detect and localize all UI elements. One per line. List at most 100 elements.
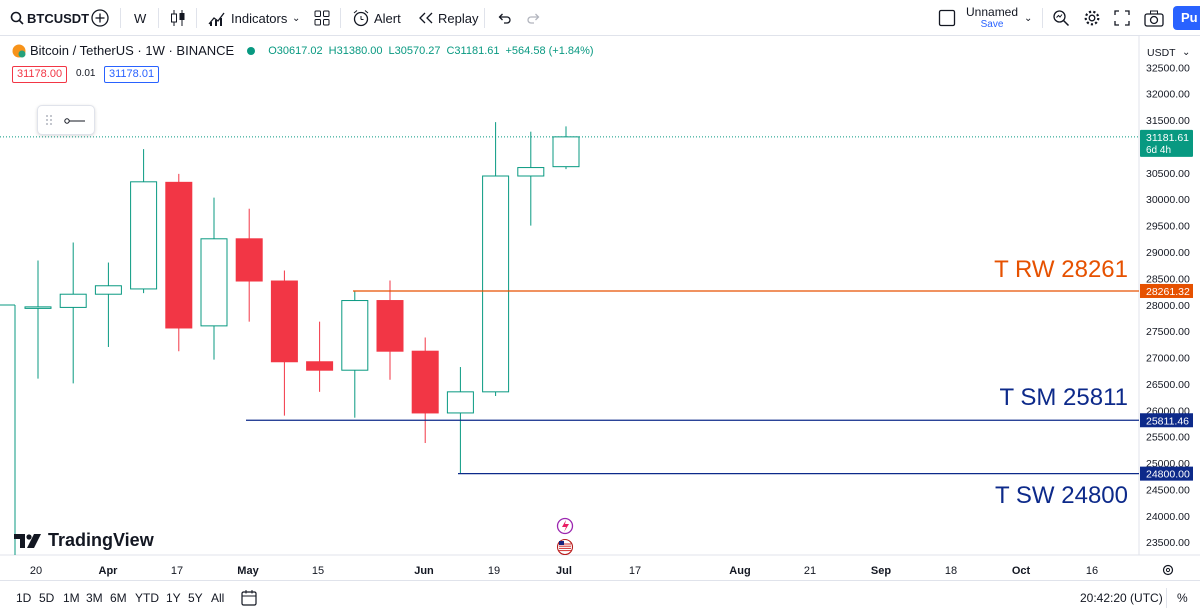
clock-display[interactable]: 20:42:20 (UTC) [1080, 591, 1163, 605]
time-tick-label: Sep [871, 565, 891, 577]
earnings-event-icon[interactable] [556, 517, 574, 535]
drag-handle-icon[interactable] [44, 113, 54, 127]
time-tick-label: Oct [1012, 565, 1031, 577]
symbol-search[interactable]: BTCUSDT [10, 0, 89, 36]
grid-layout-icon [314, 10, 330, 26]
time-tick-label: Apr [99, 565, 119, 577]
replay-button[interactable]: Replay [418, 0, 478, 36]
range-button-ytd[interactable]: YTD [135, 591, 159, 605]
redo-icon [527, 13, 540, 24]
interval-label: W [134, 10, 147, 26]
range-button-5d[interactable]: 5D [39, 591, 55, 605]
candle-body [517, 167, 545, 177]
gear-icon [1084, 10, 1100, 26]
time-tick-label: 15 [312, 565, 324, 577]
quick-search-button[interactable] [1052, 0, 1070, 36]
interval-button[interactable]: W [134, 0, 146, 36]
candle [200, 197, 228, 360]
range-button-6m[interactable]: 6M [110, 591, 127, 605]
price-tick-label: 31500.00 [1146, 115, 1190, 127]
price-tick-label: 28000.00 [1146, 300, 1190, 312]
divider [1166, 588, 1167, 608]
flag-canton [559, 541, 564, 545]
time-tick-label: Aug [729, 565, 750, 577]
range-button-3m[interactable]: 3M [86, 591, 103, 605]
gear-icon-center [1165, 567, 1171, 573]
candle [411, 337, 439, 444]
bitcoin-logo-icon [12, 44, 26, 57]
range-button-1d[interactable]: 1D [16, 591, 32, 605]
chevron-down-icon: ⌄ [1024, 12, 1033, 24]
snapshot-button[interactable] [1144, 0, 1164, 36]
candle [24, 260, 52, 379]
sell-button[interactable]: 31178.00 [12, 66, 68, 83]
candle [517, 131, 545, 226]
bottom-toolbar: 1D 5D 1M 3M 6M YTD 1Y 5Y All 20:42:20 (UTC) % [0, 580, 1200, 615]
undo-button[interactable] [496, 0, 512, 36]
level-price-label: 24800.00 [1140, 466, 1193, 481]
candle [341, 290, 369, 418]
candles-icon [171, 10, 185, 26]
buy-button[interactable]: 31178.01 [104, 66, 160, 83]
layouts-button[interactable] [314, 0, 330, 36]
us-economic-event-icon[interactable] [556, 538, 574, 556]
redo-button[interactable] [526, 0, 542, 36]
candle-body [200, 238, 228, 327]
alert-label: Alert [374, 10, 401, 26]
candle [94, 262, 122, 347]
replay-label: Replay [438, 10, 479, 26]
candle-body [270, 280, 298, 363]
divider [1042, 8, 1043, 28]
candle-body [165, 181, 193, 329]
indicators-label: Indicators [231, 10, 288, 26]
top-toolbar: BTCUSDT W Indicators ⌄ Alert Replay Unna… [0, 0, 1200, 36]
price-tick-label: 25500.00 [1146, 432, 1190, 444]
level-annotation-text[interactable]: T SW 24800 [995, 482, 1128, 509]
legend-high: H31380.00 [328, 44, 383, 57]
time-axis-settings-icon[interactable] [1162, 564, 1174, 576]
price-tick-label: 29500.00 [1146, 221, 1190, 233]
horizontal-ray-icon[interactable] [64, 116, 86, 126]
candle [59, 242, 87, 384]
candle [482, 122, 510, 397]
level-price-label-bg [1140, 413, 1193, 428]
currency-selector[interactable]: USDT ⌄ [1140, 42, 1196, 62]
price-tick-label: 32000.00 [1146, 89, 1190, 101]
candle [130, 149, 158, 294]
time-tick-label: 21 [804, 565, 816, 577]
goto-date-button[interactable] [240, 589, 258, 612]
level-price-label: 28261.32 [1140, 283, 1193, 298]
indicators-dropdown[interactable]: ⌄ [292, 0, 300, 36]
legend-close: C31181.61 [446, 44, 500, 57]
level-price-label: 25811.46 [1140, 413, 1193, 428]
level-annotation-text[interactable]: T SM 25811 [999, 384, 1128, 411]
tradingview-logo[interactable]: TradingView [14, 530, 154, 551]
candle-body [306, 361, 334, 371]
legend-change: +564.58 (+1.84%) [505, 44, 594, 57]
publish-button[interactable]: Pu [1173, 6, 1200, 30]
indicators-button[interactable]: Indicators [208, 0, 287, 36]
level-price-value: 28261.32 [1146, 286, 1190, 298]
compare-button[interactable] [90, 0, 110, 36]
range-button-1y[interactable]: 1Y [166, 591, 181, 605]
layout-selector-toggle[interactable] [938, 0, 956, 36]
alert-button[interactable]: Alert [352, 0, 401, 36]
time-tick-label: 20 [30, 565, 42, 577]
magnifier-icon [1053, 10, 1070, 27]
chart-canvas[interactable]: T RW 28261 T SM 25811 T SW 24800 32500.00 32… [0, 36, 1200, 580]
fullscreen-button[interactable] [1114, 0, 1130, 36]
layout-dropdown[interactable]: ⌄ [1024, 0, 1032, 36]
candle-body [235, 238, 263, 282]
layout-name-button[interactable]: Unnamed Save [966, 0, 1018, 36]
level-annotation-text[interactable]: T RW 28261 [994, 256, 1128, 283]
range-button-all[interactable]: All [211, 591, 225, 605]
last-price-value: 31181.61 [1146, 132, 1189, 144]
chevron-down-icon: ⌄ [1182, 47, 1190, 58]
range-button-1m[interactable]: 1M [63, 591, 80, 605]
settings-button[interactable] [1083, 0, 1101, 36]
drawing-toolbar[interactable] [37, 105, 95, 135]
percent-scale-button[interactable]: % [1177, 591, 1188, 605]
chart-type-button[interactable] [170, 0, 186, 36]
range-button-5y[interactable]: 5Y [188, 591, 203, 605]
candle-body [94, 285, 122, 295]
